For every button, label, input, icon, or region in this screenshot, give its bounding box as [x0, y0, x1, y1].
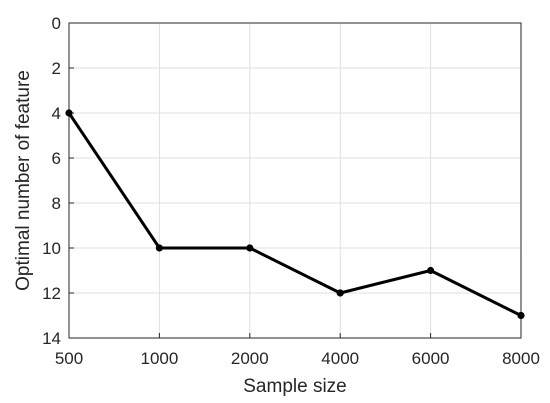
x-tick-label: 2000 — [231, 349, 269, 368]
x-tick-label: 4000 — [321, 349, 359, 368]
y-tick-label: 12 — [42, 284, 61, 303]
x-tick-label: 6000 — [412, 349, 450, 368]
data-point — [155, 244, 163, 252]
data-point — [336, 289, 344, 297]
data-point — [246, 244, 254, 252]
x-tick-label: 500 — [55, 349, 83, 368]
y-tick-label: 14 — [42, 329, 61, 348]
x-tick-label: 8000 — [502, 349, 540, 368]
data-point — [427, 266, 435, 275]
y-tick-label: 4 — [52, 104, 61, 123]
plot-frame — [68, 22, 522, 339]
y-axis-label: Optimal number of feature — [13, 70, 34, 291]
data-series — [65, 109, 525, 320]
y-tick-label: 0 — [52, 14, 61, 33]
series-line — [67, 112, 522, 317]
y-tick-label: 10 — [42, 239, 61, 258]
x-tick-label: 1000 — [140, 349, 178, 368]
data-point — [517, 311, 525, 320]
grid-lines — [69, 23, 521, 338]
y-tick-label: 2 — [52, 59, 61, 78]
y-tick-label: 8 — [52, 194, 61, 213]
x-axis-label: Sample size — [243, 376, 347, 397]
y-tick-label: 6 — [52, 149, 61, 168]
data-point — [65, 109, 73, 117]
